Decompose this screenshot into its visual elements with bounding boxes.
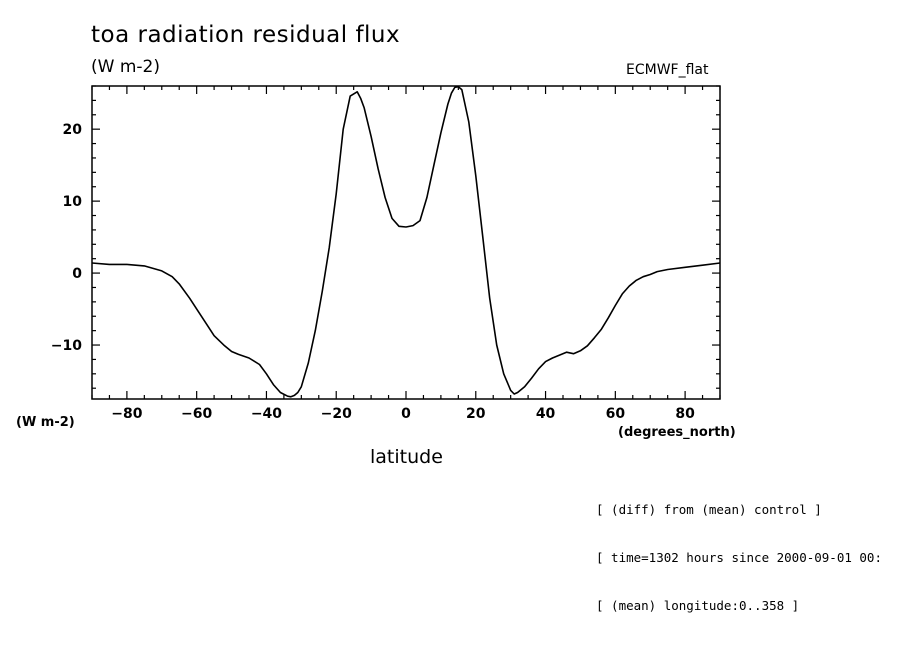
y-tick-label: 10 — [63, 194, 83, 210]
x-tick-label: −60 — [181, 406, 212, 422]
y-tick-label: 0 — [72, 266, 82, 282]
x-tick-label: −20 — [321, 406, 352, 422]
y-tick-label: 20 — [63, 122, 83, 138]
y-tick-label: −10 — [51, 338, 82, 354]
x-axis-label: latitude — [370, 446, 443, 468]
x-tick-label: 60 — [606, 406, 626, 422]
x-tick-label: −80 — [111, 406, 142, 422]
note-line: [ (diff) from (mean) control ] — [596, 502, 822, 517]
x-tick-label: 80 — [675, 406, 695, 422]
x-tick-label: 20 — [466, 406, 486, 422]
plot-frame — [91, 85, 721, 400]
x-tick-label: 40 — [536, 406, 556, 422]
x-axis-units: (degrees_north) — [618, 425, 736, 440]
chart-title: toa radiation residual flux — [91, 22, 401, 48]
dataset-label: ECMWF_flat — [626, 62, 709, 78]
y-axis-units: (W m-2) — [16, 415, 75, 430]
notes-block: [ (diff) from (mean) control ] [ time=13… — [596, 470, 882, 630]
chart-units: (W m-2) — [91, 57, 160, 77]
series-line — [91, 85, 721, 398]
x-tick-label: 0 — [401, 406, 411, 422]
x-tick-label: −40 — [251, 406, 282, 422]
note-line: [ time=1302 hours since 2000-09-01 00: — [596, 550, 882, 565]
note-line: [ (mean) longitude:0..358 ] — [596, 598, 800, 613]
